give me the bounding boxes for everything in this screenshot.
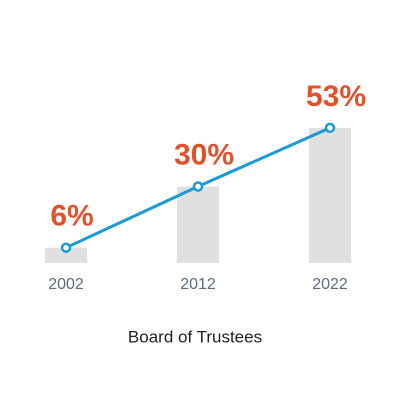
x-tick-label: 2002 xyxy=(48,276,84,293)
point xyxy=(324,122,336,134)
x-tick-label: 2022 xyxy=(312,276,348,293)
x-tick-label: 2012 xyxy=(180,276,216,293)
point xyxy=(60,242,72,253)
value-label: 30% xyxy=(174,138,234,171)
bar xyxy=(309,127,351,263)
bar xyxy=(177,186,219,263)
chart-title: Board of Trustees xyxy=(128,327,262,346)
bar xyxy=(45,247,87,263)
point xyxy=(192,181,204,192)
value-label: 53% xyxy=(306,80,366,113)
value-label: 6% xyxy=(50,200,93,233)
